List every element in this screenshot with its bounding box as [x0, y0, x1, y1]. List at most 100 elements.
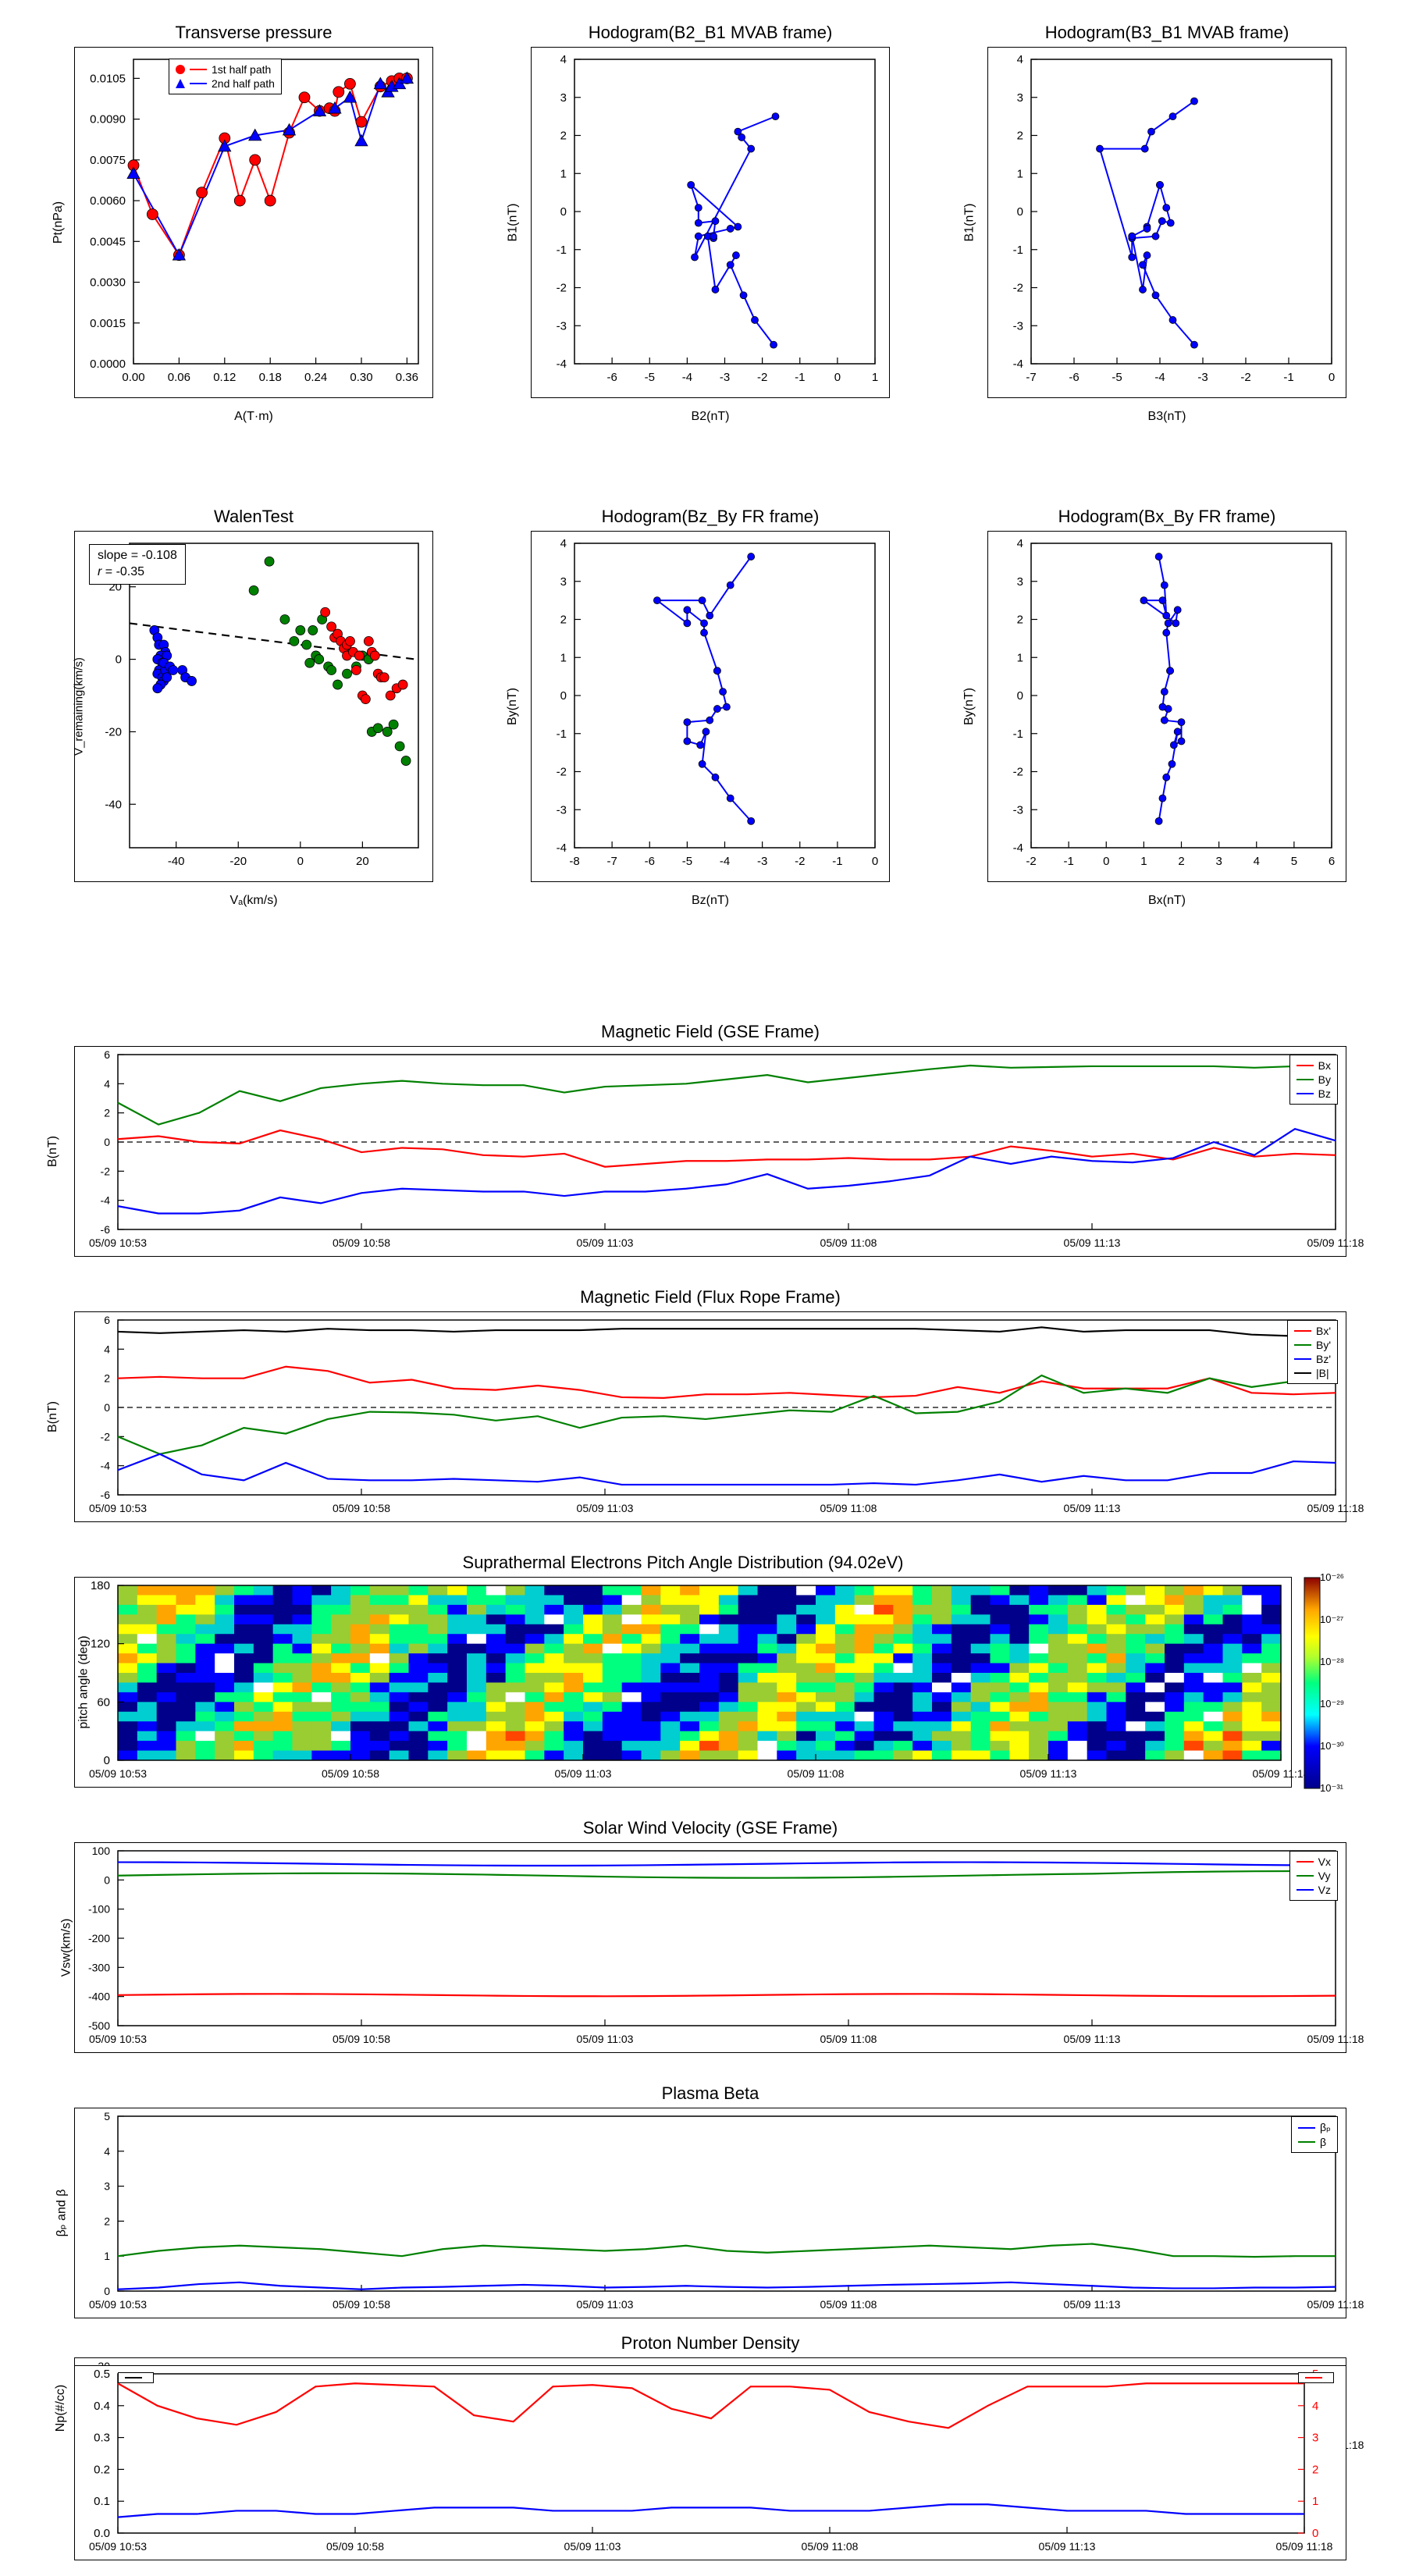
- svg-text:0: 0: [872, 855, 878, 868]
- hodogram-b2b1-plot[interactable]: -6 -5 -4 -3 -2 -1 0 1 -4 -3 -2 -1 0 1 2 3 4: [532, 48, 891, 399]
- svg-text:0.5: 0.5: [94, 2368, 110, 2381]
- svg-text:05/09 10:53: 05/09 10:53: [89, 2298, 147, 2311]
- transverse-pressure-plot[interactable]: 0.00 0.06 0.12 0.18 0.24 0.30 0.36 0.0000 0.0015…: [75, 48, 434, 399]
- svg-text:0: 0: [116, 653, 122, 667]
- svg-text:0.24: 0.24: [304, 371, 327, 384]
- svg-text:-4: -4: [557, 358, 567, 371]
- svg-text:-40: -40: [168, 855, 185, 868]
- svg-text:0: 0: [297, 855, 304, 868]
- svg-text:-3: -3: [757, 855, 767, 868]
- svg-text:0.18: 0.18: [259, 371, 282, 384]
- svg-text:4: 4: [1017, 53, 1023, 66]
- hodogram-bzby-panel: Hodogram(Bz_By FR frame) By(nT) Bz(nT) -…: [531, 531, 890, 882]
- svg-text:05/09 11:13: 05/09 11:13: [1064, 1236, 1121, 1249]
- svg-text:0.36: 0.36: [396, 371, 418, 384]
- svg-text:1: 1: [1140, 855, 1147, 868]
- hodogram-b2b1-title: Hodogram(B2_B1 MVAB frame): [532, 23, 889, 43]
- hodogram-b3b1-panel: Hodogram(B3_B1 MVAB frame) B1(nT) B3(nT)…: [987, 47, 1346, 398]
- svg-text:0: 0: [1017, 205, 1023, 219]
- transverse-pressure-ylabel: Pt(nPa): [52, 201, 66, 244]
- svg-text:-2: -2: [557, 282, 567, 295]
- svg-text:-4: -4: [101, 1194, 111, 1207]
- svg-text:-2: -2: [1240, 371, 1250, 384]
- svg-text:4: 4: [560, 537, 567, 550]
- svg-text:2: 2: [1017, 614, 1023, 627]
- svg-text:-1: -1: [557, 244, 567, 257]
- svg-text:0.06: 0.06: [168, 371, 190, 384]
- svg-text:6: 6: [104, 1314, 110, 1326]
- svg-text:-4: -4: [101, 1460, 111, 1472]
- mag-field-gse-plot[interactable]: 05/09 10:53 05/09 10:58 05/09 11:03 05/09 1…: [75, 1047, 1347, 1258]
- svg-text:-1: -1: [1283, 371, 1293, 384]
- svg-text:4: 4: [1254, 855, 1260, 868]
- svg-text:0.3: 0.3: [94, 2432, 110, 2445]
- svg-text:05/09 10:58: 05/09 10:58: [333, 2298, 390, 2311]
- svg-text:0.12: 0.12: [213, 371, 236, 384]
- pitch-angle-colorbar[interactable]: 10⁻²⁶ 10⁻²⁷ 10⁻²⁸ 10⁻²⁹ 10⁻³⁰ 10⁻³¹: [1304, 1578, 1328, 1788]
- svg-text:-2: -2: [1013, 766, 1023, 779]
- hodogram-b2b1-ylabel: B1(nT): [506, 204, 520, 242]
- svg-text:0.1: 0.1: [94, 2495, 110, 2508]
- hodogram-b2b1-panel: Hodogram(B2_B1 MVAB frame) B1(nT) B2(nT)…: [531, 47, 890, 398]
- svg-text:4: 4: [1017, 537, 1023, 550]
- svg-text:0.0060: 0.0060: [90, 194, 126, 208]
- svg-text:-3: -3: [1013, 803, 1023, 817]
- svg-text:-1: -1: [832, 855, 842, 868]
- svg-text:0: 0: [104, 1754, 110, 1767]
- svg-text:05/09 11:13: 05/09 11:13: [1064, 2033, 1121, 2045]
- svg-text:-2: -2: [101, 1165, 111, 1177]
- mag-field-fr-plot[interactable]: 05/09 10:53 05/09 10:58 05/09 11:03 05/09 1…: [75, 1312, 1347, 1523]
- proton-density-ylabel: Np(#/cc): [54, 2385, 68, 2432]
- svg-text:05/09 11:03: 05/09 11:03: [577, 2298, 634, 2311]
- svg-text:-2: -2: [757, 371, 767, 384]
- hodogram-b3b1-title: Hodogram(B3_B1 MVAB frame): [988, 23, 1346, 43]
- proton-temperature-plot[interactable]: 0.00.10.20.30.40.501234505/09 10:5305/09…: [75, 2366, 1347, 2561]
- svg-text:05/09 10:53: 05/09 10:53: [89, 2033, 147, 2045]
- svg-text:05/09 10:58: 05/09 10:58: [333, 1236, 390, 1249]
- svg-text:3: 3: [1017, 91, 1023, 105]
- plasma-beta-plot[interactable]: 05/09 10:53 05/09 10:58 05/09 11:03 05/09 1…: [75, 2108, 1347, 2319]
- svg-text:3: 3: [1215, 855, 1222, 868]
- svg-text:-1: -1: [1013, 244, 1023, 257]
- svg-text:-6: -6: [101, 1489, 111, 1501]
- svg-text:0: 0: [1329, 371, 1335, 384]
- mag-field-fr-panel: Magnetic Field (Flux Rope Frame) B(nT) 0…: [74, 1311, 1346, 1522]
- hodogram-b3b1-plot[interactable]: -7 -6 -5 -4 -3 -2 -1 0 -4 -3 -2 -1 0 1 2 3 4: [988, 48, 1347, 399]
- mag-field-gse-legend: Bx By Bz: [1289, 1055, 1338, 1105]
- svg-text:1: 1: [104, 2250, 110, 2262]
- svg-text:-1: -1: [1063, 855, 1073, 868]
- pitch-angle-plot[interactable]: 0 60 120 180 05/09 10:53 05/09 10:58 05/09 11:…: [75, 1578, 1293, 1788]
- svg-text:-1: -1: [557, 728, 567, 741]
- plasma-beta-ylabel: βₚ and β: [53, 2190, 69, 2237]
- svg-text:-6: -6: [645, 855, 655, 868]
- solar-wind-velocity-legend: Vx Vy Vz: [1289, 1851, 1338, 1901]
- svg-text:-400: -400: [88, 1991, 110, 2003]
- svg-text:3: 3: [1312, 2432, 1318, 2445]
- hodogram-bzby-plot[interactable]: -8 -7 -6 -5 -4 -3 -2 -1 0 -4 -3 -2 -1 0 1 2 3 4: [532, 532, 891, 883]
- svg-text:5: 5: [104, 2110, 110, 2122]
- svg-text:-5: -5: [645, 371, 655, 384]
- svg-text:0: 0: [834, 371, 841, 384]
- plasma-beta-legend: βₚ β: [1291, 2116, 1338, 2153]
- hodogram-b3b1-ylabel: B1(nT): [962, 204, 976, 242]
- svg-text:4: 4: [104, 1343, 110, 1355]
- pitch-angle-title: Suprathermal Electrons Pitch Angle Distr…: [75, 1553, 1291, 1573]
- solar-wind-velocity-plot[interactable]: 05/09 10:53 05/09 10:58 05/09 11:03 05/09 1…: [75, 1843, 1347, 2054]
- svg-text:05/09 11:03: 05/09 11:03: [555, 1767, 612, 1780]
- svg-text:05/09 10:53: 05/09 10:53: [89, 1502, 147, 1514]
- svg-text:-2: -2: [1013, 282, 1023, 295]
- svg-text:-8: -8: [569, 855, 579, 868]
- svg-text:0.0045: 0.0045: [90, 235, 126, 248]
- svg-text:3: 3: [560, 575, 567, 589]
- transverse-pressure-legend: 1st half path 2nd half path: [169, 59, 282, 94]
- svg-text:-300: -300: [88, 1961, 110, 1973]
- svg-text:3: 3: [104, 2180, 110, 2193]
- svg-text:0: 0: [1312, 2527, 1318, 2540]
- svg-text:05/09 11:18: 05/09 11:18: [1307, 1502, 1364, 1514]
- hodogram-bxby-plot[interactable]: -2 -1 0 1 2 3 4 5 6 -4 -3 -2 -1 0 1 2 3 4: [988, 532, 1347, 883]
- solar-wind-velocity-title: Solar Wind Velocity (GSE Frame): [75, 1818, 1346, 1838]
- svg-text:0.0090: 0.0090: [90, 113, 126, 126]
- svg-text:-2: -2: [101, 1430, 111, 1443]
- svg-text:2: 2: [1178, 855, 1184, 868]
- hodogram-bzby-ylabel: By(nT): [506, 688, 520, 725]
